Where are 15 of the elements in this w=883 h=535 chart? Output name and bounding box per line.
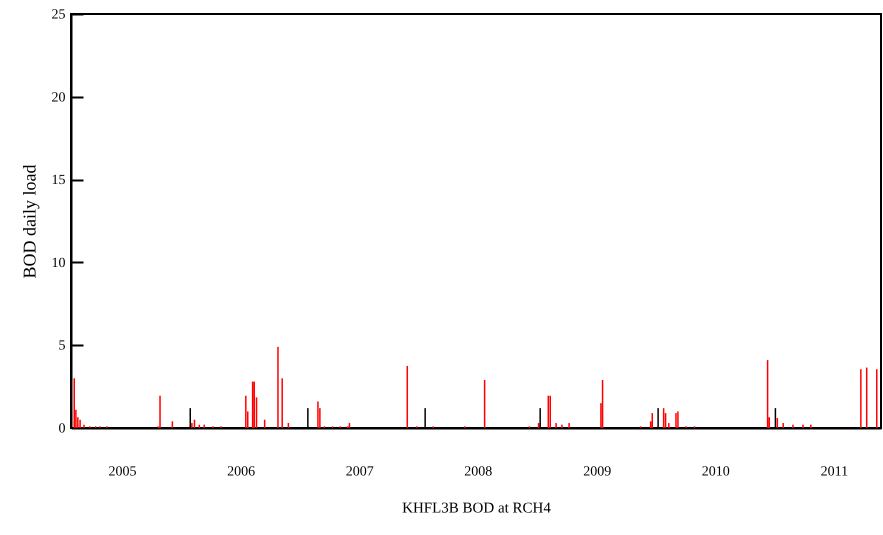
y-tick-label: 5: [58, 338, 66, 354]
x-tick-label: 2007: [346, 464, 374, 480]
x-tick-label: 2011: [820, 464, 848, 480]
x-tick-label: 2005: [108, 464, 137, 480]
x-tick-label: 2010: [702, 464, 730, 480]
x-tick-label: 2008: [464, 464, 492, 480]
x-axis-title: KHFL3B BOD at RCH4: [402, 500, 552, 516]
y-tick-label: 10: [52, 256, 66, 271]
y-tick-label: 25: [52, 8, 66, 22]
y-tick-label: 20: [52, 90, 66, 106]
y-tick-label: 0: [58, 422, 66, 436]
x-tick-label: 2009: [583, 464, 612, 480]
y-tick-label: 15: [52, 173, 66, 188]
x-tick-label: 2006: [227, 464, 256, 480]
y-axis-title: BOD daily load: [20, 164, 40, 278]
